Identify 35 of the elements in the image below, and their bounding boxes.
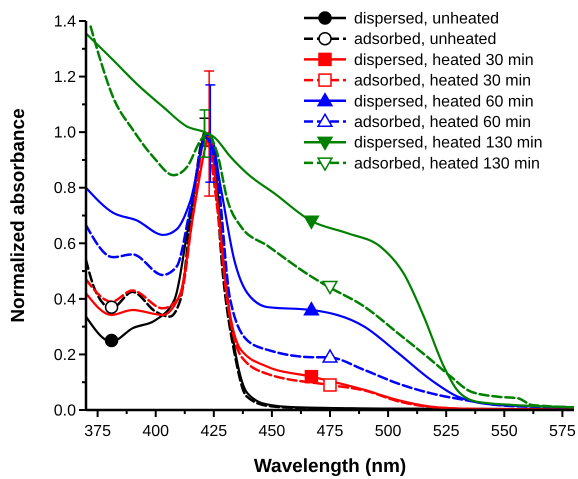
y-tick-label: 0.4 bbox=[54, 291, 76, 308]
x-tick-label: 550 bbox=[490, 423, 518, 440]
point bbox=[322, 280, 338, 294]
x-tick-label: 375 bbox=[84, 423, 112, 440]
point bbox=[304, 302, 320, 316]
y-axis-title: Normalized absorbance bbox=[8, 108, 29, 323]
point bbox=[322, 349, 338, 363]
x-tick-label: 450 bbox=[258, 423, 286, 440]
x-axis-title: Wavelength (nm) bbox=[254, 456, 406, 477]
legend-label: dispersed, heated 60 min bbox=[354, 93, 534, 110]
point bbox=[104, 300, 118, 314]
x-tick-label: 525 bbox=[432, 423, 460, 440]
y-tick-label: 1.4 bbox=[54, 14, 76, 30]
point bbox=[304, 216, 320, 230]
legend-label: adsorbed, heated 60 min bbox=[354, 114, 532, 131]
y-tick-label: 0.0 bbox=[54, 402, 76, 420]
x-tick-label: 500 bbox=[374, 423, 402, 440]
y-tick-label: 1.0 bbox=[54, 124, 76, 142]
x-tick-label: 425 bbox=[200, 423, 228, 440]
y-tick-label: 0.8 bbox=[54, 180, 76, 198]
x-tick-label: 575 bbox=[549, 423, 576, 440]
legend-label: adsorbed, heated 30 min bbox=[354, 72, 532, 90]
point bbox=[104, 334, 118, 348]
y-tick-label: 0.2 bbox=[54, 346, 76, 364]
point bbox=[304, 370, 318, 384]
y-tick-label: 1.2 bbox=[54, 69, 76, 86]
x-tick-label: 400 bbox=[142, 423, 170, 440]
legend-label: dispersed, unheated bbox=[354, 10, 499, 28]
legend-label: adsorbed, unheated bbox=[354, 31, 496, 48]
legend-label: dispersed, heated 130 min bbox=[354, 134, 543, 152]
point bbox=[323, 378, 337, 392]
y-tick-label: 0.6 bbox=[54, 236, 76, 253]
legend-label: dispersed, heated 30 min bbox=[354, 52, 534, 69]
x-tick-label: 475 bbox=[316, 423, 344, 440]
legend-label: adsorbed, heated 130 min bbox=[354, 155, 540, 172]
